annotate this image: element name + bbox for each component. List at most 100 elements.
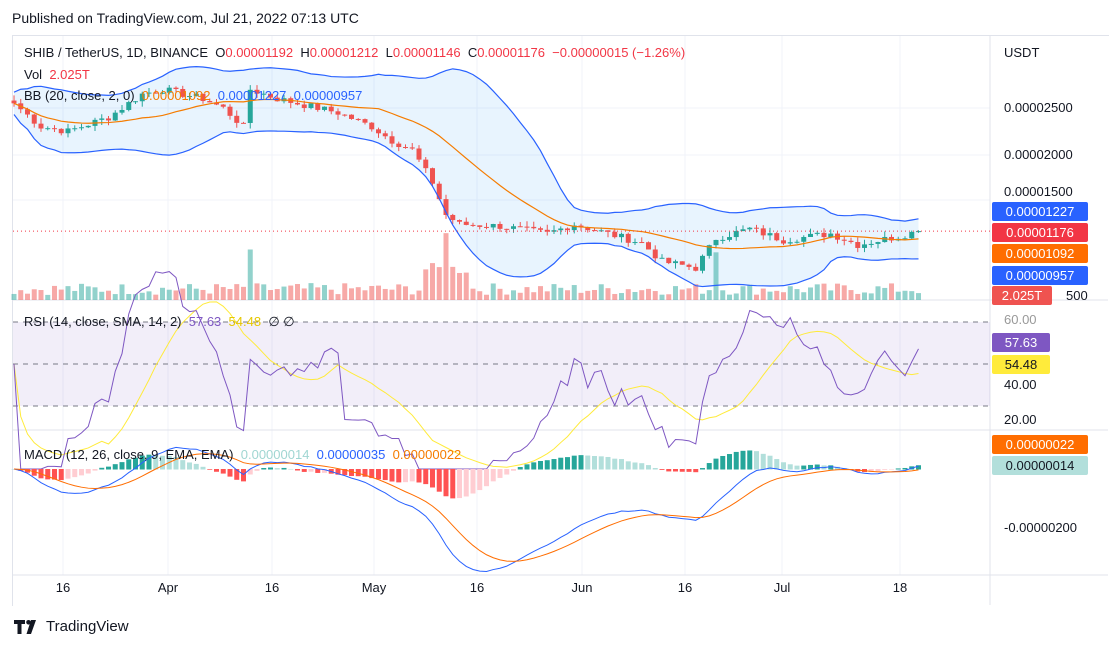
rsi-legend[interactable]: RSI (14, close, SMA, 14, 2) 57.63 54.48 … bbox=[24, 314, 295, 330]
candle-body bbox=[369, 122, 375, 130]
volume-bar bbox=[288, 285, 294, 300]
bb-legend[interactable]: BB (20, close, 2, 0) 0.00001092 0.000012… bbox=[24, 88, 362, 103]
symbol-name[interactable]: SHIB / TetherUS, 1D, BINANCE bbox=[24, 45, 208, 60]
macd-histogram-bar bbox=[133, 457, 138, 470]
volume-bar bbox=[902, 290, 908, 300]
volume-bar bbox=[153, 294, 159, 300]
macd-histogram-bar bbox=[457, 469, 462, 499]
candle-body bbox=[747, 227, 753, 230]
candle-body bbox=[254, 89, 260, 94]
candle-body bbox=[234, 115, 240, 123]
volume-bar bbox=[639, 290, 645, 300]
volume-bar bbox=[814, 284, 820, 300]
x-axis-label: Jun bbox=[571, 580, 593, 595]
candle-body bbox=[484, 226, 489, 228]
rsi-value-tag: 57.63 bbox=[992, 333, 1050, 352]
candle-body bbox=[25, 109, 30, 115]
volume-bar bbox=[65, 286, 71, 300]
candle-body bbox=[450, 214, 456, 221]
candle-body bbox=[389, 136, 395, 144]
macd-histogram-bar bbox=[544, 460, 550, 470]
rsi-axis-label: 40.00 bbox=[1004, 377, 1037, 392]
macd-label: MACD (12, 26, close, 9, EMA, EMA) bbox=[24, 447, 234, 462]
volume-bar bbox=[274, 289, 280, 300]
candle-body bbox=[821, 232, 827, 238]
macd-histogram-bar bbox=[902, 467, 908, 470]
candle-body bbox=[457, 220, 462, 222]
x-axis-label: 16 bbox=[264, 580, 280, 595]
macd-histogram-bar bbox=[484, 469, 489, 487]
macd-histogram-bar bbox=[227, 469, 233, 477]
candle-body bbox=[882, 236, 888, 243]
bb-fill bbox=[14, 66, 919, 287]
candle-body bbox=[133, 101, 138, 103]
volume-bar bbox=[85, 286, 91, 300]
volume-bar bbox=[146, 291, 152, 300]
volume-bar bbox=[646, 288, 651, 300]
volume-bar bbox=[173, 290, 179, 300]
macd-histogram-bar bbox=[18, 469, 24, 471]
volume-bar bbox=[220, 287, 226, 300]
macd-legend[interactable]: MACD (12, 26, close, 9, EMA, EMA) 0.0000… bbox=[24, 447, 461, 462]
macd-histogram-bar bbox=[565, 457, 570, 470]
candle-body bbox=[706, 245, 712, 256]
macd-histogram-bar bbox=[706, 463, 712, 470]
macd-histogram-bar bbox=[585, 455, 591, 470]
bb-upper-line bbox=[13, 66, 919, 222]
volume-bar bbox=[328, 289, 334, 300]
macd-histogram-bar bbox=[889, 469, 894, 470]
candle-body bbox=[524, 226, 530, 228]
volume-legend[interactable]: Vol 2.025T bbox=[24, 67, 90, 82]
x-axis-label: 16 bbox=[469, 580, 485, 595]
volume-bar bbox=[180, 288, 186, 300]
volume-bar bbox=[524, 287, 530, 300]
volume-bar bbox=[517, 292, 523, 300]
volume-bar bbox=[126, 294, 132, 300]
candle-body bbox=[862, 244, 867, 248]
candle-body bbox=[79, 127, 84, 129]
macd-histogram-bar bbox=[187, 462, 192, 470]
macd-histogram-bar bbox=[727, 454, 732, 470]
macd-histogram-bar bbox=[389, 469, 395, 482]
macd-histogram-bar bbox=[720, 455, 726, 470]
candle-body bbox=[416, 148, 422, 160]
volume-bar bbox=[362, 290, 368, 300]
macd-histogram-bar bbox=[58, 469, 64, 481]
vol-value: 2.025T bbox=[49, 67, 90, 82]
candle-body bbox=[632, 242, 638, 244]
volume-bar bbox=[767, 291, 773, 300]
high-value: 0.00001212 bbox=[309, 45, 379, 60]
macd-histogram-bar bbox=[430, 469, 435, 488]
candle-body bbox=[220, 104, 226, 107]
vol-label: Vol bbox=[24, 67, 43, 82]
volume-bar bbox=[409, 294, 415, 300]
macd-histogram-bar bbox=[376, 469, 381, 480]
volume-bar bbox=[889, 283, 894, 300]
rsi-value: 57.63 bbox=[188, 314, 222, 329]
volume-bar bbox=[484, 294, 489, 300]
macd-histogram-bar bbox=[403, 469, 408, 483]
candle-body bbox=[443, 199, 449, 215]
low-label: L bbox=[385, 45, 393, 60]
bb-lower: 0.00000957 bbox=[293, 88, 363, 103]
volume-bar bbox=[686, 288, 692, 300]
candle-body bbox=[470, 224, 476, 226]
macd-histogram-bar bbox=[740, 450, 746, 470]
candle-body bbox=[342, 114, 348, 116]
candle-body bbox=[571, 225, 577, 231]
volume-bar bbox=[227, 289, 233, 300]
macd-hist: 0.00000014 bbox=[240, 447, 310, 462]
volume-bar bbox=[31, 289, 37, 300]
candle-body bbox=[268, 93, 273, 98]
macd-histogram-bar bbox=[308, 469, 314, 472]
macd-histogram-bar bbox=[463, 469, 469, 497]
volume-bar bbox=[376, 285, 381, 300]
chart-frame[interactable] bbox=[12, 35, 1109, 606]
candle-body bbox=[828, 233, 834, 238]
tradingview-logo[interactable]: TradingView bbox=[14, 618, 129, 635]
candle-body bbox=[436, 183, 442, 200]
macd-axis-label: -0.00000200 bbox=[1004, 520, 1078, 535]
candle-body bbox=[328, 106, 334, 112]
volume-bar bbox=[72, 290, 78, 300]
